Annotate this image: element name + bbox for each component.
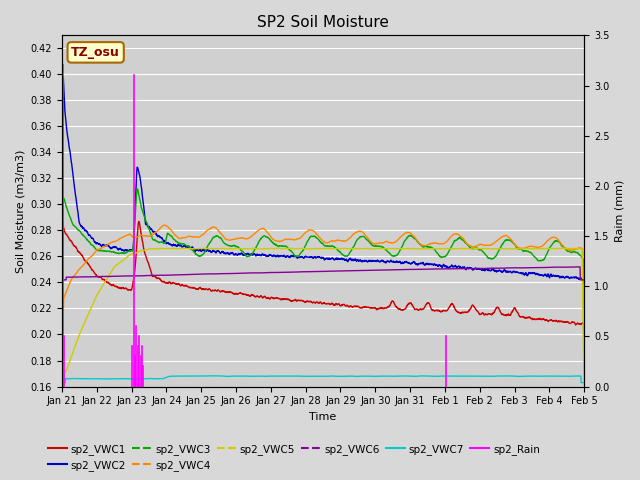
- Legend: sp2_VWC1, sp2_VWC2, sp2_VWC3, sp2_VWC4, sp2_VWC5, sp2_VWC6, sp2_VWC7, sp2_Rain: sp2_VWC1, sp2_VWC2, sp2_VWC3, sp2_VWC4, …: [44, 439, 545, 475]
- Y-axis label: Soil Moisture (m3/m3): Soil Moisture (m3/m3): [15, 149, 25, 273]
- Y-axis label: Raim (mm): Raim (mm): [615, 180, 625, 242]
- Title: SP2 Soil Moisture: SP2 Soil Moisture: [257, 15, 389, 30]
- Text: TZ_osu: TZ_osu: [71, 46, 120, 59]
- X-axis label: Time: Time: [309, 412, 337, 422]
